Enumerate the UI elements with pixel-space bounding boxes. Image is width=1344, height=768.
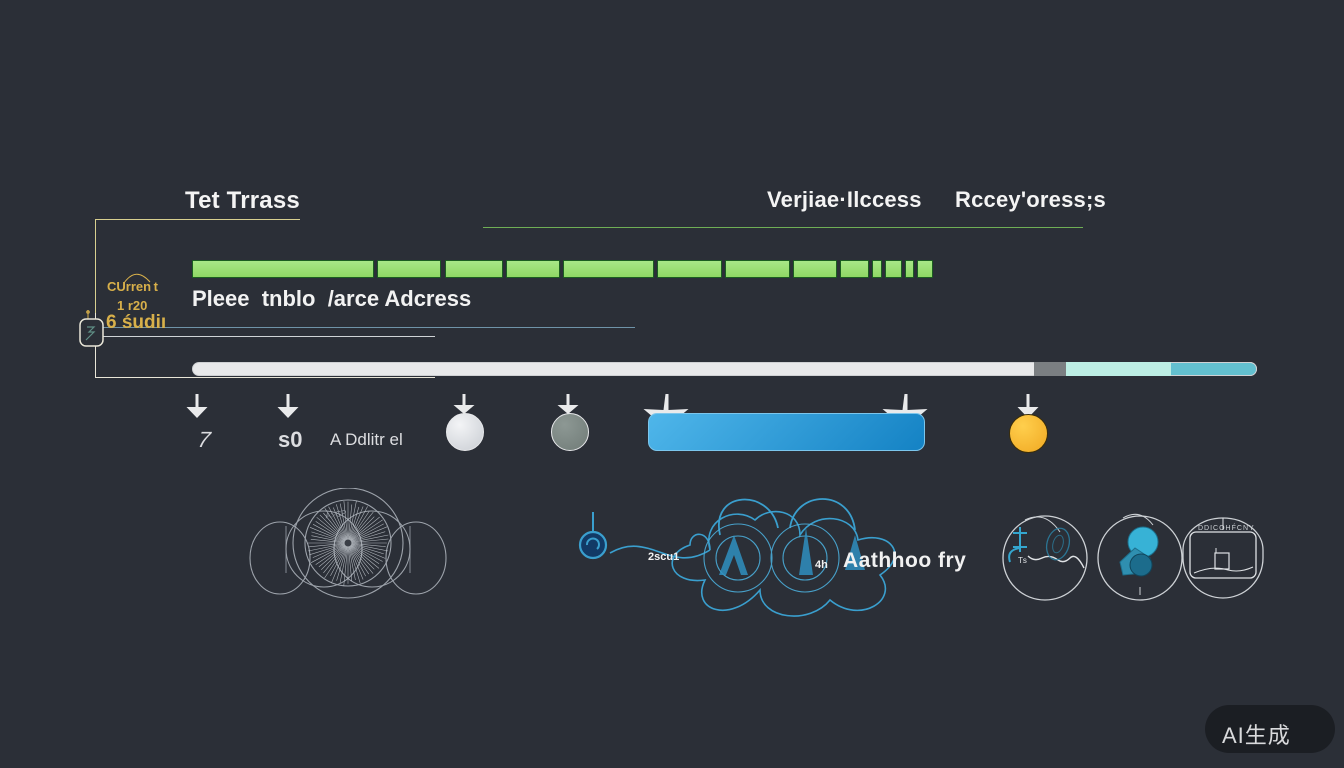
svg-text:2ѕcu1: 2ѕcu1 bbox=[648, 551, 679, 563]
svg-text:4h: 4h bbox=[815, 559, 828, 571]
svg-text:A:-CP: A:-CP bbox=[325, 508, 347, 520]
svg-text:Tѕ: Tѕ bbox=[1018, 556, 1027, 565]
svg-text:DDICOHF́CNY: DDICOHF́CNY bbox=[1198, 523, 1255, 532]
